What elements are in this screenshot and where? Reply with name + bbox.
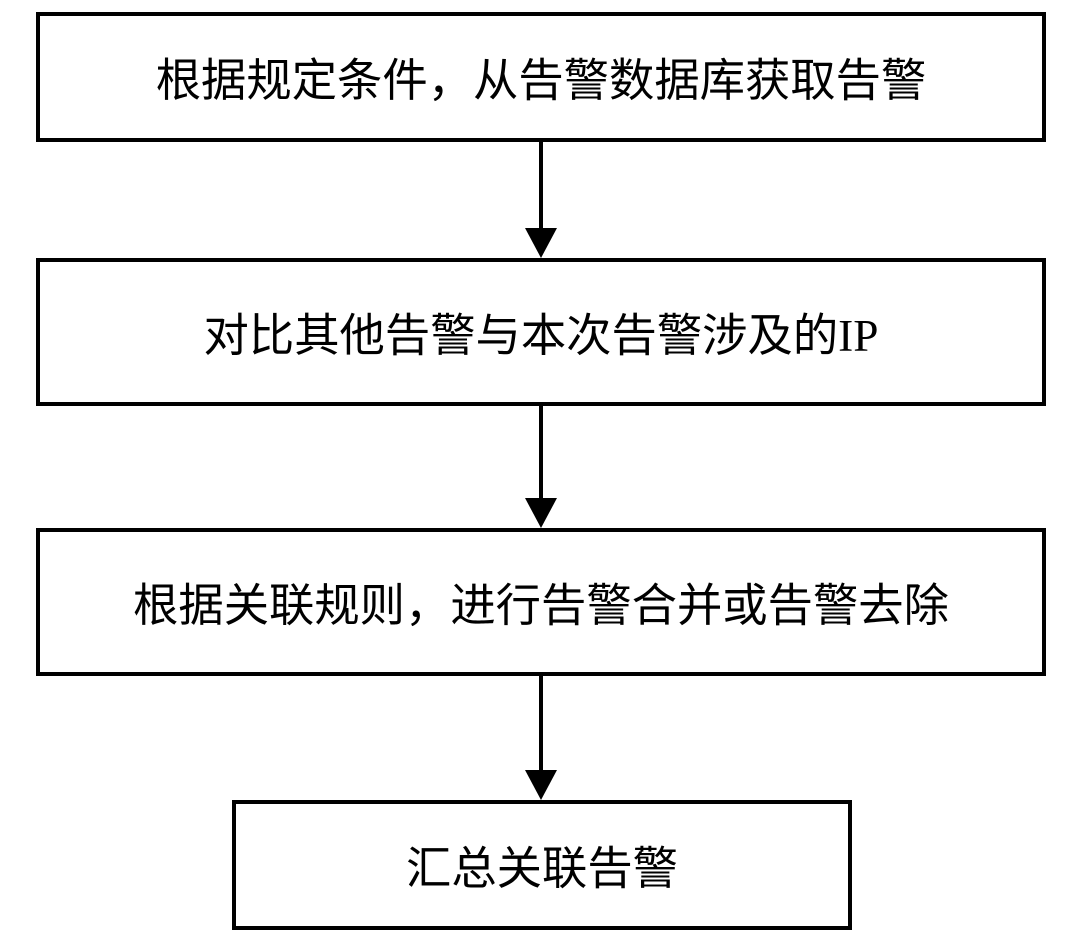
flowchart-node-1-label: 根据规定条件，从告警数据库获取告警	[156, 44, 927, 110]
flowchart-node-4: 汇总关联告警	[232, 800, 852, 930]
flowchart-node-2: 对比其他告警与本次告警涉及的IP	[36, 258, 1046, 406]
flowchart-edge-1-head	[525, 228, 557, 258]
flowchart-edge-2-head	[525, 498, 557, 528]
flowchart-node-1: 根据规定条件，从告警数据库获取告警	[36, 12, 1046, 142]
flowchart-edge-3-line	[539, 676, 543, 770]
flowchart-edge-3-head	[525, 770, 557, 800]
flowchart-node-3: 根据关联规则，进行告警合并或告警去除	[36, 528, 1046, 676]
flowchart-canvas: 根据规定条件，从告警数据库获取告警 对比其他告警与本次告警涉及的IP 根据关联规…	[0, 0, 1086, 946]
flowchart-node-3-label: 根据关联规则，进行告警合并或告警去除	[133, 569, 949, 635]
flowchart-node-2-label: 对比其他告警与本次告警涉及的IP	[204, 299, 879, 365]
flowchart-edge-2-line	[539, 406, 543, 498]
flowchart-edge-1-line	[539, 142, 543, 228]
flowchart-node-4-label: 汇总关联告警	[406, 832, 678, 898]
